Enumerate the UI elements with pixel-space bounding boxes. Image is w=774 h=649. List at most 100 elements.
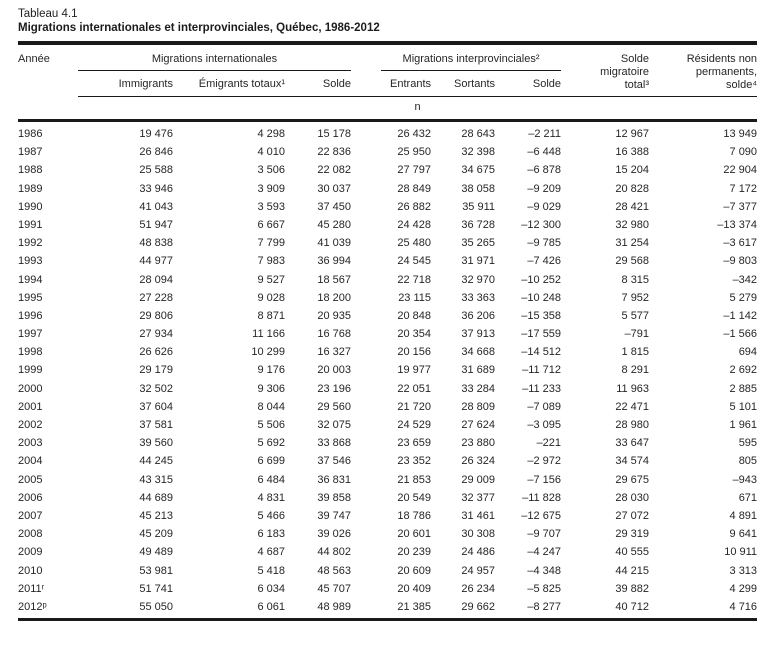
group-label-interprovinciales: Migrations interprovinciales² xyxy=(381,53,562,71)
col-group-migrations-interprovinciales: Migrations interprovinciales² xyxy=(351,45,562,71)
year-cell: 1994 xyxy=(18,273,43,286)
table-row: 2012ᵖ 55 050 6 061 48 989 21 385 29 662 –8 277… xyxy=(18,597,758,621)
value-cell: 37 913 xyxy=(461,328,496,341)
value-cell: 10 299 xyxy=(251,346,285,359)
value-cell: 24 428 xyxy=(397,218,432,231)
year-cell: 2005 xyxy=(18,473,43,486)
col-header-residents-non-permanents: Résidents non permanents, solde⁴ xyxy=(649,45,758,97)
value-cell: 28 643 xyxy=(461,128,496,140)
value-cell: 27 072 xyxy=(615,509,650,522)
value-cell: 9 641 xyxy=(729,528,758,541)
value-cell: 23 352 xyxy=(397,455,432,468)
year-cell: 1989 xyxy=(18,182,43,195)
value-cell: –9 803 xyxy=(723,255,758,268)
value-cell: 4 010 xyxy=(257,146,285,159)
year-cell: 1996 xyxy=(18,309,43,322)
value-cell: 37 581 xyxy=(139,419,173,431)
value-cell: –9 029 xyxy=(527,200,562,213)
value-cell: 40 712 xyxy=(561,597,650,621)
value-cell: –6 448 xyxy=(527,146,562,159)
value-cell: 5 279 xyxy=(729,291,758,304)
value-cell: 24 529 xyxy=(397,419,432,431)
table-row: 1991 51 947 6 667 45 280 24 428 36 728 –12 300… xyxy=(18,216,757,234)
unit-row: n xyxy=(18,96,758,122)
value-cell: 37 450 xyxy=(317,200,352,213)
value-cell: 2 692 xyxy=(729,364,758,377)
value-cell: –11 828 xyxy=(522,491,562,504)
value-cell: 4 716 xyxy=(649,597,758,621)
year-cell: 2007 xyxy=(18,509,43,522)
value-cell: 5 418 xyxy=(257,564,285,577)
value-cell: 26 432 xyxy=(397,128,432,140)
value-cell: 25 588 xyxy=(139,164,173,177)
value-cell: 671 xyxy=(738,491,758,504)
value-cell: 34 675 xyxy=(461,164,496,177)
value-cell: 694 xyxy=(738,346,758,359)
value-cell: 7 952 xyxy=(621,291,650,304)
value-cell: 33 868 xyxy=(317,437,352,450)
year-cell: 1999 xyxy=(18,364,43,377)
value-cell: –17 559 xyxy=(521,328,562,341)
value-cell: 15 204 xyxy=(615,164,650,177)
value-cell: 6 699 xyxy=(257,455,285,468)
value-cell: 4 298 xyxy=(257,128,285,140)
year-cell: 2002 xyxy=(18,419,43,431)
year-cell: 2008 xyxy=(18,528,43,541)
table-row: 2002 37 581 5 506 32 075 24 529 27 624 –3 095 2… xyxy=(18,416,757,434)
group-label-internationales: Migrations internationales xyxy=(78,53,352,71)
value-cell: 11 166 xyxy=(252,328,285,341)
value-cell: 5 506 xyxy=(257,419,285,431)
value-cell: –943 xyxy=(732,473,758,486)
value-cell: 11 963 xyxy=(616,382,650,395)
value-cell: 32 398 xyxy=(461,146,496,159)
value-cell: 23 659 xyxy=(397,437,432,450)
value-cell: 35 911 xyxy=(462,200,496,213)
value-cell: 1 815 xyxy=(621,346,650,359)
value-cell: 44 215 xyxy=(615,564,650,577)
top-rule xyxy=(18,41,757,45)
unit-label: n xyxy=(78,96,758,122)
value-cell: 32 970 xyxy=(461,273,496,286)
value-cell: 6 183 xyxy=(257,528,285,541)
value-cell: –9 707 xyxy=(527,528,562,541)
value-cell: 7 090 xyxy=(729,146,758,159)
year-cell: 2006 xyxy=(18,491,43,504)
value-cell: 32 075 xyxy=(317,419,352,431)
header-row-groups: Année Migrations internationales Migrati… xyxy=(18,45,758,97)
value-cell: 8 315 xyxy=(621,273,650,286)
value-cell: 15 178 xyxy=(317,128,352,140)
value-cell: 55 050 xyxy=(78,597,173,621)
year-cell: 2004 xyxy=(18,455,43,468)
value-cell: 1 961 xyxy=(729,419,758,431)
value-cell: –3 095 xyxy=(527,419,562,431)
table-row: 1989 33 946 3 909 30 037 28 849 38 058 –9 209 2… xyxy=(18,179,757,197)
value-cell: 20 935 xyxy=(317,309,352,322)
migrations-table: Année Migrations internationales Migrati… xyxy=(18,45,758,621)
value-cell: 22 082 xyxy=(317,164,352,177)
value-cell: 26 626 xyxy=(139,346,173,359)
value-cell: 9 028 xyxy=(257,291,285,304)
table-row: 1993 44 977 7 983 36 994 24 545 31 971 –7 426 2… xyxy=(18,252,757,270)
table-row: 2011ʳ 51 741 6 034 45 707 20 409 26 234 –5 825… xyxy=(18,580,757,598)
year-cell: 1992 xyxy=(18,237,43,250)
value-cell: –4 348 xyxy=(527,564,562,577)
year-cell: 2012ᵖ xyxy=(18,597,78,621)
value-cell: 5 466 xyxy=(257,509,285,522)
year-cell: 1995 xyxy=(18,291,43,304)
value-cell: 9 527 xyxy=(257,273,285,286)
value-cell: 20 549 xyxy=(397,491,432,504)
year-cell: 1993 xyxy=(18,255,43,268)
value-cell: 21 720 xyxy=(397,400,432,413)
value-cell: 16 768 xyxy=(317,328,352,341)
value-cell: 36 206 xyxy=(461,309,496,322)
value-cell: –15 358 xyxy=(521,309,562,322)
value-cell: 39 560 xyxy=(139,437,173,450)
value-cell: –14 512 xyxy=(521,346,562,359)
table-row: 1997 27 934 11 166 16 768 20 354 37 913 –17 55… xyxy=(18,325,757,343)
table-body: 1986 19 476 4 298 15 178 26 432 28 643 –2 211 1… xyxy=(18,121,758,621)
value-cell: 34 668 xyxy=(461,346,496,359)
table-row: 1998 26 626 10 299 16 327 20 156 34 668 –14 51… xyxy=(18,343,757,361)
value-cell: –10 248 xyxy=(521,291,562,304)
value-cell: 21 853 xyxy=(397,473,432,486)
